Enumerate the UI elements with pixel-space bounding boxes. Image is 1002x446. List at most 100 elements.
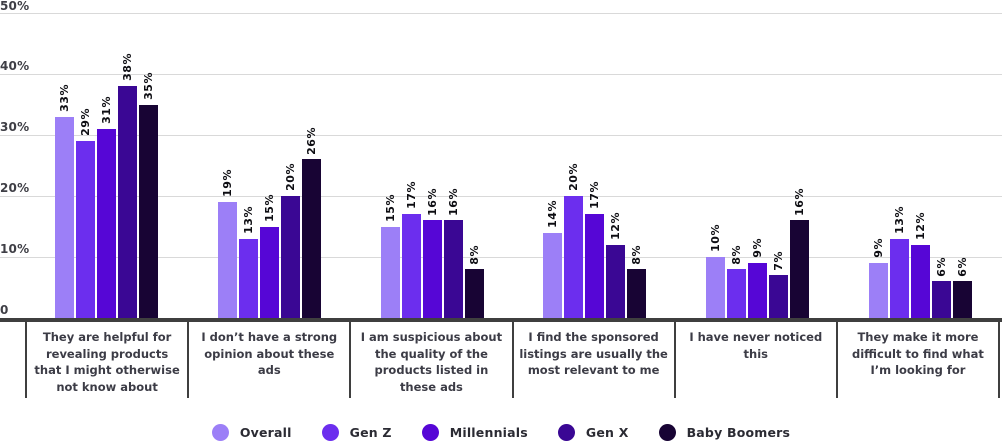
bar-value-label: 20%	[567, 163, 581, 191]
bar-value-label: 26%	[304, 126, 318, 155]
bar-group: 15% 17% 16% 16% 8%	[351, 0, 514, 318]
bar-value-label: 8%	[630, 244, 644, 265]
legend-label: Gen X	[585, 425, 629, 440]
bar-cell: 8%	[627, 244, 647, 318]
bar-cell: 16%	[422, 187, 442, 318]
category-label: I don’t have a strong opinion about thes…	[187, 322, 349, 398]
bar-value-label: 13%	[241, 205, 255, 234]
legend-item: Baby Boomers	[658, 424, 791, 441]
bar-cell: 15%	[259, 193, 279, 318]
bar	[443, 220, 463, 318]
legend-label: Baby Boomers	[686, 425, 791, 440]
x-axis-category-labels: They are helpful for revealing products …	[25, 322, 1000, 398]
bar-cell: 7%	[769, 250, 789, 318]
category-label: I find the sponsored listings are usuall…	[511, 322, 674, 398]
bar-cell: 15%	[380, 194, 400, 318]
bar	[932, 281, 952, 318]
gridline	[0, 74, 1002, 75]
bar	[401, 214, 421, 318]
legend: Overall Gen Z Millennials Gen X Baby Boomers	[0, 419, 1002, 446]
bar-cell: 17%	[401, 181, 421, 318]
bar-group: 9% 13% 12% 6% 6%	[839, 0, 1002, 318]
bar-cell: 33%	[54, 83, 74, 318]
legend-item: Millennials	[421, 424, 528, 441]
bar-cell: 12%	[911, 212, 931, 318]
bar-value-label: 16%	[793, 187, 807, 216]
bar-value-label: 38%	[120, 53, 134, 82]
legend-swatch-icon	[421, 424, 439, 441]
bar-value-label: 20%	[283, 163, 297, 191]
bar-cell: 6%	[932, 256, 952, 318]
legend-item: Overall	[211, 424, 292, 441]
bar-value-label: 8%	[730, 244, 744, 265]
y-axis-tick-label: 10%	[0, 242, 30, 256]
legend-swatch-icon	[557, 424, 575, 441]
gridline	[0, 13, 1002, 14]
legend-item: Gen X	[557, 424, 629, 441]
category-label: I have never noticed this	[673, 322, 836, 398]
bar-cell: 12%	[606, 212, 626, 318]
bar-cell: 31%	[96, 96, 116, 318]
bar-value-label: 7%	[772, 250, 786, 271]
bar-cell: 8%	[727, 244, 747, 318]
bar-value-label: 6%	[956, 256, 970, 277]
bar-value-label: 16%	[446, 187, 460, 216]
y-axis-tick-label: 0	[0, 303, 9, 317]
legend-swatch-icon	[211, 424, 229, 441]
bar-cell: 29%	[75, 108, 95, 318]
bar-group: 14% 20% 17% 12% 8%	[513, 0, 676, 318]
bar-value-label: 9%	[872, 238, 886, 259]
bar	[138, 104, 158, 318]
bar-cell: 20%	[564, 163, 584, 318]
bar-value-label: 6%	[935, 256, 949, 277]
bar-value-label: 15%	[262, 193, 276, 222]
legend-label: Overall	[239, 425, 292, 440]
bar-value-label: 8%	[467, 244, 481, 265]
bar	[706, 257, 726, 318]
bar	[585, 214, 605, 318]
bar	[117, 86, 137, 318]
bar	[96, 128, 116, 318]
legend-label: Gen Z	[349, 425, 392, 440]
bar	[790, 220, 810, 318]
bar-cell: 6%	[953, 256, 973, 318]
bar-value-label: 13%	[893, 205, 907, 234]
legend-swatch-icon	[321, 424, 339, 441]
bar-value-label: 33%	[57, 83, 71, 112]
bar-value-label: 17%	[404, 181, 418, 210]
y-axis-tick-label: 50%	[0, 0, 30, 13]
bar-cell: 8%	[464, 244, 484, 318]
bar	[238, 238, 258, 318]
y-axis-tick-label: 20%	[0, 181, 30, 195]
bar	[464, 269, 484, 318]
bar-value-label: 31%	[99, 96, 113, 124]
bar	[911, 244, 931, 318]
category-label: I am suspicious about the quality of the…	[349, 322, 511, 398]
legend-swatch-icon	[658, 424, 676, 441]
bar	[564, 196, 584, 318]
bar	[869, 263, 889, 318]
category-label: They are helpful for revealing products …	[25, 322, 187, 398]
bar	[543, 232, 563, 318]
bar	[380, 226, 400, 318]
bar	[890, 238, 910, 318]
bar	[301, 159, 321, 318]
gridline	[0, 257, 1002, 258]
bar-value-label: 29%	[78, 108, 92, 137]
bars-layer: 33% 29% 31% 38% 35% 19% 13% 15% 20% 26% 15% 17% 16% 1…	[25, 0, 1002, 318]
bar-value-label: 16%	[425, 187, 439, 216]
bar	[627, 269, 647, 318]
bar-cell: 35%	[138, 71, 158, 318]
bar	[75, 141, 95, 318]
bar-value-label: 14%	[546, 199, 560, 228]
bar	[748, 263, 768, 318]
bar-value-label: 9%	[751, 238, 765, 259]
bar	[606, 244, 626, 318]
x-axis-line	[0, 318, 1002, 322]
bar-value-label: 10%	[709, 224, 723, 252]
bar-value-label: 17%	[588, 181, 602, 210]
bar-cell: 38%	[117, 53, 137, 318]
bar-value-label: 35%	[141, 71, 155, 100]
bar	[217, 202, 237, 318]
